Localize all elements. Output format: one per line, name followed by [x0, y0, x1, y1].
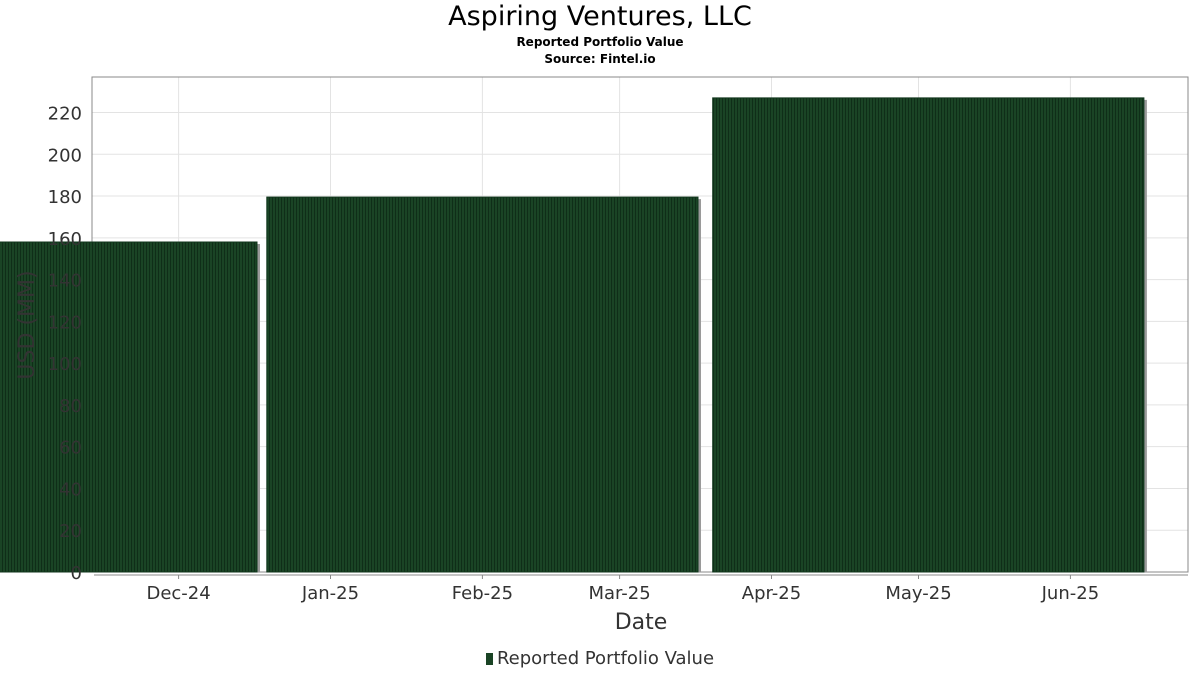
x-tick-label: Apr-25	[742, 583, 801, 604]
x-tick-label: Feb-25	[452, 583, 513, 604]
y-tick-label: 120	[48, 312, 82, 333]
y-tick-label: 200	[48, 145, 82, 166]
y-tick-label: 140	[48, 271, 82, 292]
legend: Reported Portfolio Value	[0, 648, 1200, 669]
y-tick-label: 40	[59, 479, 82, 500]
chart-subtitle: Reported Portfolio Value	[516, 35, 684, 49]
tick-labels: 0 20 40 60 80 100 120 140 160 180 200 220 Dec-24 Jan-…	[48, 104, 1100, 604]
y-axis-title: USD (MM)	[15, 270, 40, 379]
legend-label: Reported Portfolio Value	[496, 648, 715, 669]
y-tick-label: 220	[48, 104, 82, 125]
y-tick-label: 100	[48, 354, 82, 375]
y-tick-label: 0	[71, 563, 82, 584]
y-tick-label: 20	[59, 521, 82, 542]
chart-source: Source: Fintel.io	[544, 52, 656, 66]
x-tick-label: May-25	[885, 583, 951, 604]
y-tick-label: 180	[48, 187, 82, 208]
bar	[266, 196, 701, 573]
bar	[0, 241, 261, 573]
axes	[94, 574, 1188, 579]
x-tick-label: Dec-24	[146, 583, 210, 604]
y-tick-label: 60	[59, 438, 82, 459]
x-tick-label: Jun-25	[1041, 583, 1100, 604]
y-tick-label: 80	[59, 396, 82, 417]
bar	[712, 97, 1147, 573]
x-tick-label: Jan-25	[301, 583, 359, 604]
chart-title: Aspiring Ventures, LLC	[448, 1, 752, 32]
x-axis-title: Date	[615, 610, 668, 635]
legend-swatch	[485, 653, 493, 665]
x-tick-label: Mar-25	[588, 583, 650, 604]
bars	[0, 97, 1147, 573]
y-tick-label: 160	[48, 229, 82, 250]
